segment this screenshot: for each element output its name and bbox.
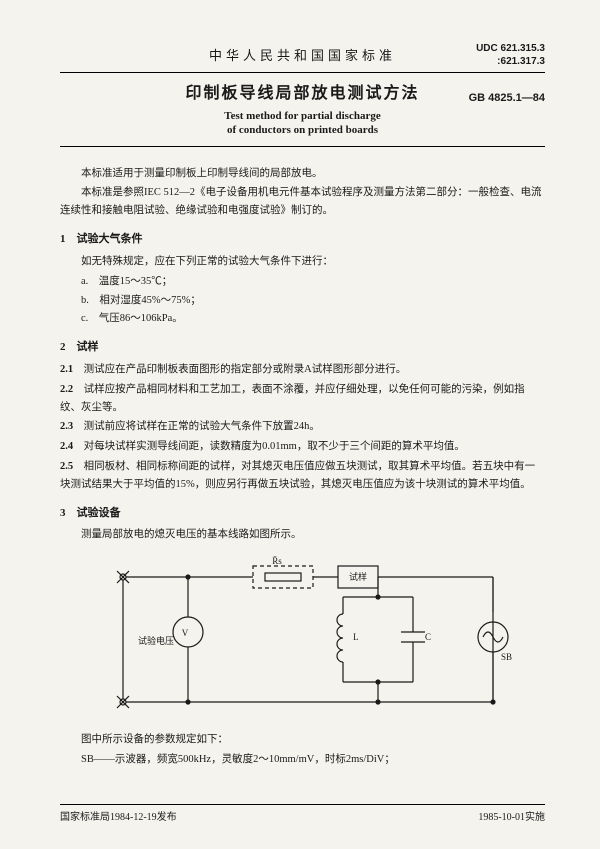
s3-lead: 测量局部放电的熄灭电压的基本线路如图所示。 (60, 526, 545, 544)
footer-effective: 1985-10-01实施 (478, 808, 545, 823)
intro-p1: 本标准适用于测量印制板上印制导线间的局部放电。 (60, 165, 545, 183)
rule-bottom (60, 146, 545, 147)
footer-issued: 国家标准局1984-12-19发布 (60, 808, 177, 823)
circuit-diagram: 试验电压 V R̄s 试样 L C SB (93, 552, 513, 727)
s1-b: b. 相对湿度45%～75%； (81, 292, 545, 310)
udc-code: UDC 621.315.3 :621.317.3 (476, 42, 545, 68)
section-1-heading: 1 试验大气条件 (60, 230, 545, 249)
label-rs: R̄s (272, 556, 282, 566)
udc-line1: UDC 621.315.3 (476, 42, 545, 55)
header-country: 中华人民共和国国家标准 (60, 45, 545, 64)
label-sample: 试样 (348, 571, 366, 582)
footer: 国家标准局1984-12-19发布 1985-10-01实施 (60, 804, 545, 823)
title-en-line2: of conductors on printed boards (60, 123, 545, 137)
s2-2: 2.2 试样应按产品相同材料和工艺加工，表面不涂覆，并应仔细处理，以免任何可能的… (60, 381, 545, 417)
section-2-heading: 2 试样 (60, 338, 545, 357)
label-l: L (353, 632, 359, 642)
body: 本标准适用于测量印制板上印制导线间的局部放电。 本标准是参照IEC 512—2《… (60, 165, 545, 769)
udc-line2: :621.317.3 (476, 55, 545, 68)
standard-code: GB 4825.1—84 (469, 92, 545, 104)
title-en-line1: Test method for partial discharge (60, 109, 545, 123)
label-sb: SB (501, 652, 512, 662)
s2-1: 2.1 测试应在产品印制板表面图形的指定部分或附录A试样图形部分进行。 (60, 361, 545, 379)
footer-rule (60, 804, 545, 805)
title-en: Test method for partial discharge of con… (60, 109, 545, 138)
document-page: 中华人民共和国国家标准 UDC 621.315.3 :621.317.3 印制板… (0, 0, 600, 849)
s2-5: 2.5 相同板材、相同标称间距的试样，对其熄灭电压值应做五块测试，取其算术平均值… (60, 458, 545, 494)
s2-3: 2.3 测试前应将试样在正常的试验大气条件下放置24h。 (60, 418, 545, 436)
label-v: V (181, 628, 188, 638)
fig-note-2: SB——示波器，频宽500kHz，灵敏度2～10mm/mV，时标2ms/DiV； (60, 751, 545, 769)
label-test-voltage: 试验电压 (138, 635, 174, 646)
section-3-heading: 3 试验设备 (60, 504, 545, 523)
s1-c: c. 气压86～106kPa。 (81, 310, 545, 328)
intro-p2: 本标准是参照IEC 512—2《电子设备用机电元件基本试验程序及测量方法第二部分… (60, 184, 545, 220)
s1-lead: 如无特殊规定，应在下列正常的试验大气条件下进行： (60, 253, 545, 271)
s1-a: a. 温度15～35℃； (81, 273, 545, 291)
s2-4: 2.4 对每块试样实测导线间距，读数精度为0.01mm，取不少于三个间距的算术平… (60, 438, 545, 456)
rule-top (60, 72, 545, 73)
label-c: C (425, 632, 431, 642)
fig-note-1: 图中所示设备的参数规定如下： (60, 731, 545, 749)
